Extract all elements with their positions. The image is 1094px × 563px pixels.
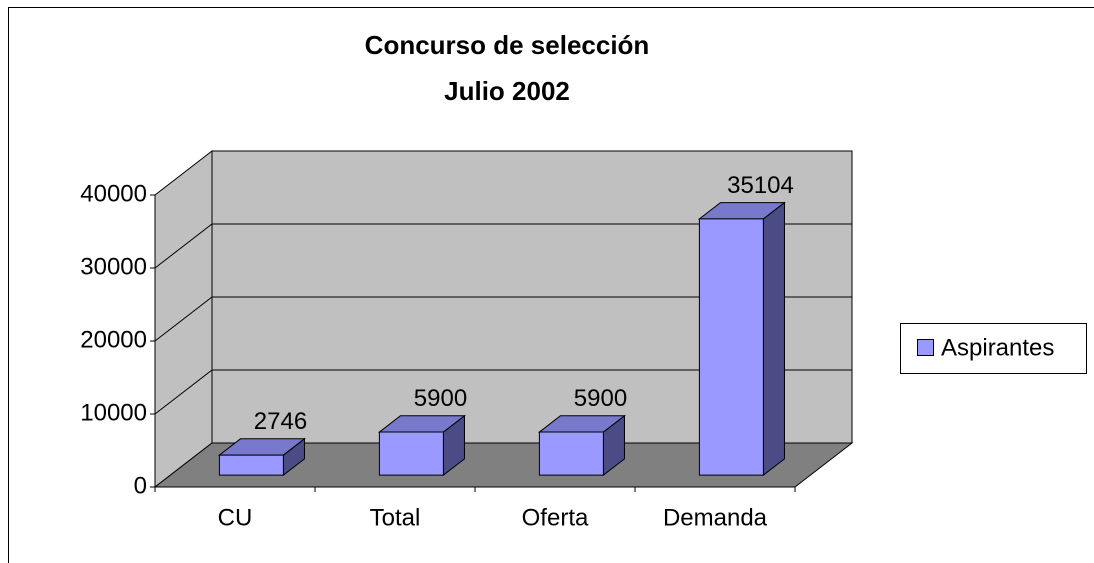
grid-line (154, 296, 852, 342)
grid-line (154, 369, 852, 415)
bar (537, 414, 626, 477)
y-tick-label: 20000 (80, 326, 147, 353)
x-tick-label: Demanda (663, 504, 768, 531)
bar (697, 201, 786, 477)
y-tick-label: 10000 (80, 399, 147, 426)
chart-title: Concurso de selección (365, 30, 650, 60)
data-label: 2746 (254, 408, 307, 435)
bar-side (762, 201, 785, 477)
grid-line (154, 223, 852, 269)
y-tick-label: 0 (134, 472, 147, 499)
x-tick-label: CU (218, 504, 253, 531)
bar-front (538, 431, 604, 476)
chart-title: Julio 2002 (444, 76, 570, 106)
legend-label: Aspirantes (941, 334, 1054, 361)
y-tick-label: 30000 (80, 253, 147, 280)
y-tick-label: 40000 (80, 180, 147, 207)
data-label: 35104 (727, 172, 794, 199)
bar (217, 437, 306, 477)
data-label: 5900 (574, 385, 627, 412)
legend-swatch (917, 339, 934, 356)
x-tick-label: Oferta (522, 504, 589, 531)
x-tick-label: Total (370, 504, 421, 531)
bar-front (378, 431, 444, 476)
bar-front (698, 218, 764, 476)
bar (377, 414, 466, 477)
data-label: 5900 (414, 385, 467, 412)
bar-front (218, 454, 284, 476)
